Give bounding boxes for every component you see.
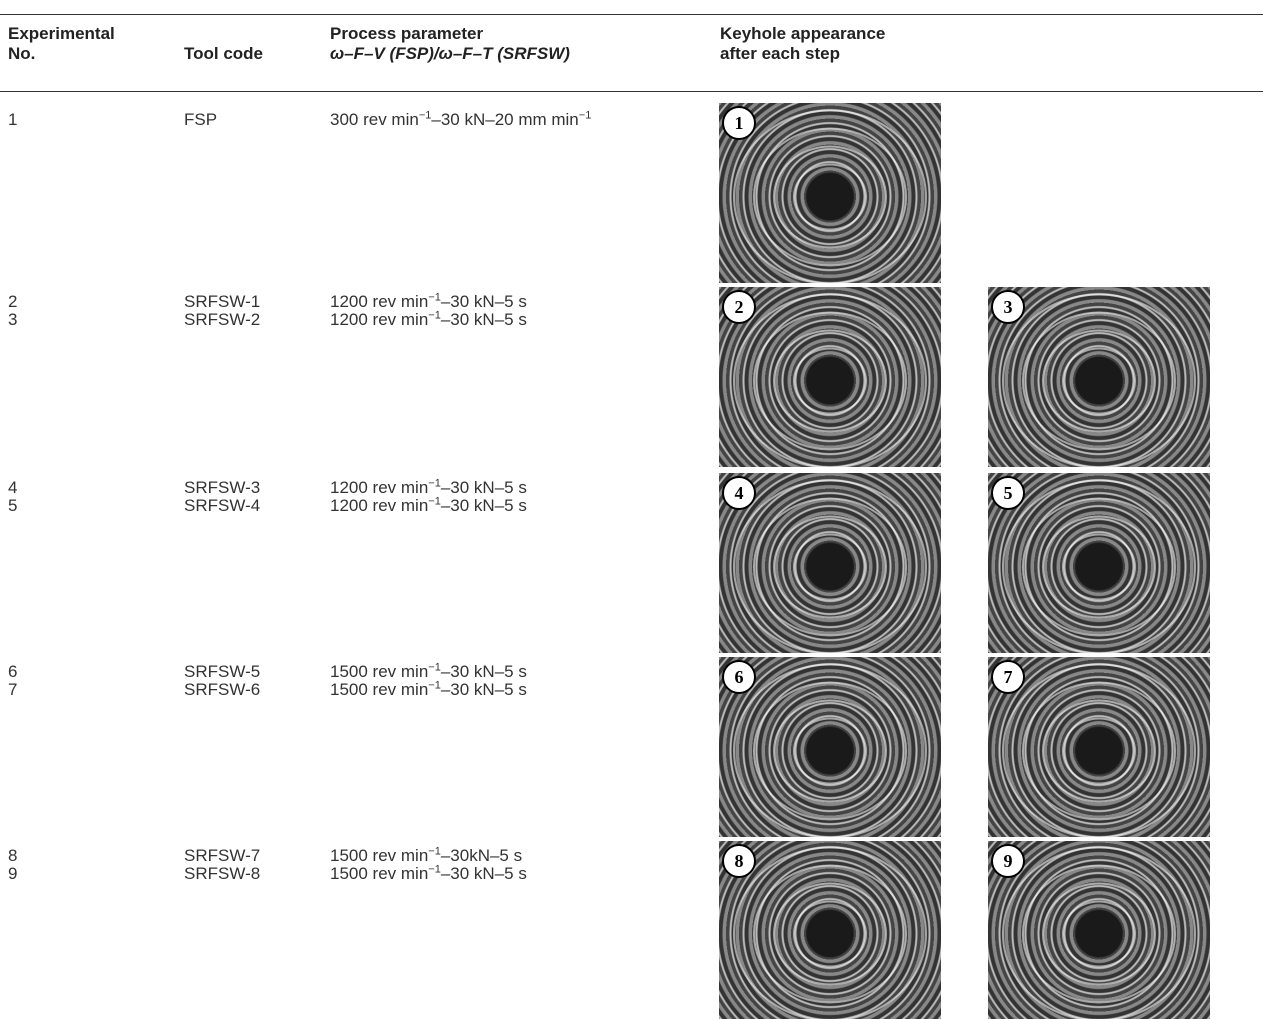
header-text: Experimental	[8, 24, 115, 44]
parameter-text: –30 kN–5 s	[441, 864, 527, 883]
keyhole-image: 1	[719, 103, 941, 283]
process-parameter: 1500 rev min−1–30kN–5 s	[330, 847, 522, 865]
parameter-text: –30 kN–5 s	[441, 680, 527, 699]
superscript: −1	[428, 679, 441, 691]
experiment-no: 8	[8, 847, 17, 865]
parameter-text: –30 kN–5 s	[441, 496, 527, 515]
keyhole-image: 5	[988, 473, 1210, 653]
parameter-text: –30 kN–5 s	[441, 310, 527, 329]
image-label: 9	[991, 844, 1025, 878]
ring	[793, 533, 867, 600]
parameter-text: –30 kN–5 s	[441, 292, 527, 311]
header-rule	[0, 91, 1263, 92]
parameter-text: 1500 rev min	[330, 662, 428, 681]
superscript: −1	[428, 863, 441, 875]
image-label: 7	[991, 660, 1025, 694]
parameter-text: 1200 rev min	[330, 496, 428, 515]
tool-code: SRFSW-3	[184, 479, 260, 497]
parameter-text: 1200 rev min	[330, 292, 428, 311]
page: {"table": { "header": [["Experimental", …	[0, 0, 1263, 1019]
header-text: ω–F–V (FSP)/ω–F–T (SRFSW)	[330, 44, 570, 64]
experiment-no: 9	[8, 865, 17, 883]
keyhole-image: 3	[988, 287, 1210, 467]
superscript: −1	[428, 661, 441, 673]
keyhole-image: 4	[719, 473, 941, 653]
keyhole-image: 2	[719, 287, 941, 467]
process-parameter: 1500 rev min−1–30 kN–5 s	[330, 865, 527, 883]
tool-code: SRFSW-5	[184, 663, 260, 681]
tool-code: SRFSW-4	[184, 497, 260, 515]
process-parameter: 300 rev min−1–30 kN–20 mm min−1	[330, 111, 591, 129]
header-text: Keyhole appearance	[720, 24, 885, 44]
parameter-text: –30kN–5 s	[441, 846, 522, 865]
ring	[1062, 533, 1136, 600]
tool-code: SRFSW-7	[184, 847, 260, 865]
process-parameter: 1200 rev min−1–30 kN–5 s	[330, 293, 527, 311]
parameter-text: –30 kN–20 mm min	[431, 110, 578, 129]
parameter-text: –30 kN–5 s	[441, 662, 527, 681]
image-label: 6	[722, 660, 756, 694]
parameter-text: 300 rev min	[330, 110, 419, 129]
superscript: −1	[579, 109, 592, 121]
ring	[1062, 717, 1136, 784]
image-label: 5	[991, 476, 1025, 510]
tool-code: SRFSW-8	[184, 865, 260, 883]
experiment-no: 4	[8, 479, 17, 497]
header-text: Tool code	[184, 44, 263, 64]
superscript: −1	[428, 845, 441, 857]
superscript: −1	[428, 495, 441, 507]
experiment-no: 2	[8, 293, 17, 311]
experiment-no: 5	[8, 497, 17, 515]
header-text: after each step	[720, 44, 840, 64]
superscript: −1	[419, 109, 432, 121]
keyhole-image: 7	[988, 657, 1210, 837]
parameter-text: 1500 rev min	[330, 680, 428, 699]
image-label: 1	[722, 106, 756, 140]
tool-code: SRFSW-6	[184, 681, 260, 699]
superscript: −1	[428, 291, 441, 303]
image-label: 2	[722, 290, 756, 324]
process-parameter: 1200 rev min−1–30 kN–5 s	[330, 311, 527, 329]
image-label: 4	[722, 476, 756, 510]
header-text: No.	[8, 44, 35, 64]
ring	[793, 347, 867, 414]
superscript: −1	[428, 309, 441, 321]
parameter-text: 1200 rev min	[330, 478, 428, 497]
process-parameter: 1500 rev min−1–30 kN–5 s	[330, 681, 527, 699]
keyhole-image: 9	[988, 841, 1210, 1019]
process-parameter: 1500 rev min−1–30 kN–5 s	[330, 663, 527, 681]
parameter-text: 1200 rev min	[330, 310, 428, 329]
experiment-no: 3	[8, 311, 17, 329]
keyhole-image: 8	[719, 841, 941, 1019]
tool-code: SRFSW-1	[184, 293, 260, 311]
header-text: Process parameter	[330, 24, 483, 44]
ring	[793, 717, 867, 784]
parameter-text: –30 kN–5 s	[441, 478, 527, 497]
experiment-no: 7	[8, 681, 17, 699]
tool-code: FSP	[184, 111, 217, 129]
image-label: 8	[722, 844, 756, 878]
image-label: 3	[991, 290, 1025, 324]
parameter-text: 1500 rev min	[330, 846, 428, 865]
experiment-no: 6	[8, 663, 17, 681]
keyhole-image: 6	[719, 657, 941, 837]
superscript: −1	[428, 477, 441, 489]
experiment-no: 1	[8, 111, 17, 129]
tool-code: SRFSW-2	[184, 311, 260, 329]
process-parameter: 1200 rev min−1–30 kN–5 s	[330, 479, 527, 497]
ring	[793, 163, 867, 230]
process-parameter: 1200 rev min−1–30 kN–5 s	[330, 497, 527, 515]
ring	[793, 900, 867, 967]
top-rule	[0, 14, 1263, 15]
ring	[1062, 900, 1136, 967]
ring	[1062, 347, 1136, 414]
parameter-text: 1500 rev min	[330, 864, 428, 883]
